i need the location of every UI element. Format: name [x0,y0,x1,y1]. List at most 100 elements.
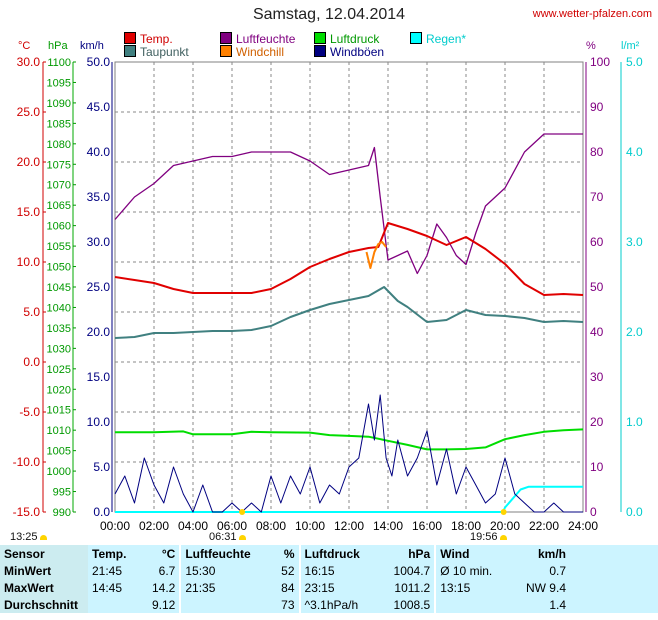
unit-temp: °C [18,40,31,52]
humidity-tick-label: 0 [590,505,597,519]
series-taupunkt [114,286,584,339]
x-tick-label: 04:00 [178,519,208,533]
stats-max-wind-time: 13:15 [436,579,511,596]
legend-swatch [410,32,422,44]
humidity-tick-label: 10 [590,460,604,474]
pressure-tick-label: 1010 [47,425,71,437]
temp-tick-label: -15.0 [13,505,41,519]
temp-tick-label: 5.0 [23,305,40,319]
wind-tick-label: 45.0 [87,100,111,114]
stats-avg-temp: 9.12 [140,596,180,613]
series-luftdruck [115,428,584,451]
legend-swatch [220,32,232,44]
humidity-tick-label: 70 [590,190,604,204]
series-temp [114,222,584,296]
pressure-tick-label: 990 [53,507,71,519]
x-tick-label: 00:00 [100,519,130,533]
x-tick-label: 20:00 [490,519,520,533]
series-luftfeuchte [114,133,583,275]
stats-head-temp-unit: °C [140,545,180,562]
x-tick-label: 24:00 [568,519,598,533]
temp-tick-label: 20.0 [17,155,41,169]
rain-tick-label: 4.0 [626,145,643,159]
stats-min-label: MinWert [0,562,88,579]
rain-tick-label: 3.0 [626,235,643,249]
rain-tick-label: 0.0 [626,505,643,519]
wind-tick-label: 10.0 [87,415,111,429]
temp-tick-label: 25.0 [17,105,41,119]
stats-min-wind-time: Ø 10 min. [436,562,511,579]
legend-swatch [124,32,136,44]
stats-avg-wind: 1.4 [510,596,570,613]
wind-tick-label: 20.0 [87,325,111,339]
humidity-tick-label: 100 [590,55,610,69]
legend-dewpoint-label: Taupunkt [140,45,189,59]
stats-table: Sensor Temp. °C Luftfeuchte % Luftdruck … [0,545,658,613]
stats-head-press-unit: hPa [378,545,435,562]
unit-pressure: hPa [48,40,68,52]
temp-tick-label: -10.0 [13,455,41,469]
site-url[interactable]: www.wetter-pfalzen.com [532,8,652,20]
stats-max-hum: 84 [272,579,299,596]
legend-swatch [124,45,136,57]
stats-head-wind: Wind [436,545,511,562]
legend-swatch [220,45,232,57]
pressure-tick-label: 1015 [47,405,71,417]
pressure-tick-label: 1100 [47,57,71,69]
stats-head-hum-unit: % [272,545,299,562]
legend-temp: Temp. [124,32,173,46]
stats-head-wind-unit: km/h [510,545,570,562]
legend-humidity: Luftfeuchte [220,32,295,46]
stats-avg-hum-time [181,596,273,613]
stats-avg-press-time: ^3.1hPa/h [300,596,379,613]
legend-temp-label: Temp. [140,32,173,46]
legend-pressure: Luftdruck [314,32,379,46]
stats-head-hum: Luftfeuchte [181,545,273,562]
humidity-tick-label: 60 [590,235,604,249]
stats-max-wind: NW 9.4 [510,579,570,596]
sun-marker [239,509,246,515]
time-left: 13:25 [10,531,47,543]
pressure-tick-label: 1095 [47,77,71,89]
humidity-tick-label: 50 [590,280,604,294]
stats-max-hum-time: 21:35 [181,579,273,596]
unit-humidity: % [586,40,596,52]
humidity-tick-label: 20 [590,415,604,429]
x-tick-label: 10:00 [295,519,325,533]
sun-icon [499,535,507,540]
stats-head-press: Luftdruck [300,545,379,562]
legend-rain-label: Regen* [426,32,467,46]
legend-gusts-label: Windböen [330,45,385,59]
wind-tick-label: 5.0 [93,460,110,474]
stats-min-press-time: 16:15 [300,562,379,579]
sun-icon [39,535,47,540]
pressure-tick-label: 1005 [47,446,71,458]
sun-marker [500,509,507,515]
pressure-tick-label: 1030 [47,343,71,355]
pressure-tick-label: 1080 [47,139,71,151]
stats-max-temp: 14.2 [140,579,180,596]
stats-head-temp: Temp. [88,545,141,562]
stats-min-temp: 6.7 [140,562,180,579]
stats-head-sensor: Sensor [0,545,88,562]
legend-swatch [314,32,326,44]
x-tick-label: 06:00 [217,519,247,533]
wind-tick-label: 15.0 [87,370,111,384]
pressure-tick-label: 1020 [47,384,71,396]
wind-tick-label: 50.0 [87,55,111,69]
x-tick-label: 14:00 [373,519,403,533]
pressure-tick-label: 1070 [47,180,71,192]
humidity-tick-label: 80 [590,145,604,159]
pressure-tick-label: 995 [53,487,71,499]
unit-rain: l/m² [621,40,640,52]
x-tick-label: 16:00 [412,519,442,533]
sunrise: 06:31 [209,531,246,543]
legend-gusts: Windböen [314,45,384,59]
legend-humidity-label: Luftfeuchte [236,32,296,46]
temp-tick-label: 10.0 [17,255,41,269]
unit-wind: km/h [80,40,104,52]
wind-tick-label: 40.0 [87,145,111,159]
pressure-tick-label: 1085 [47,118,71,130]
humidity-tick-label: 30 [590,370,604,384]
stats-avg-label: Durchschnitt [0,596,88,613]
